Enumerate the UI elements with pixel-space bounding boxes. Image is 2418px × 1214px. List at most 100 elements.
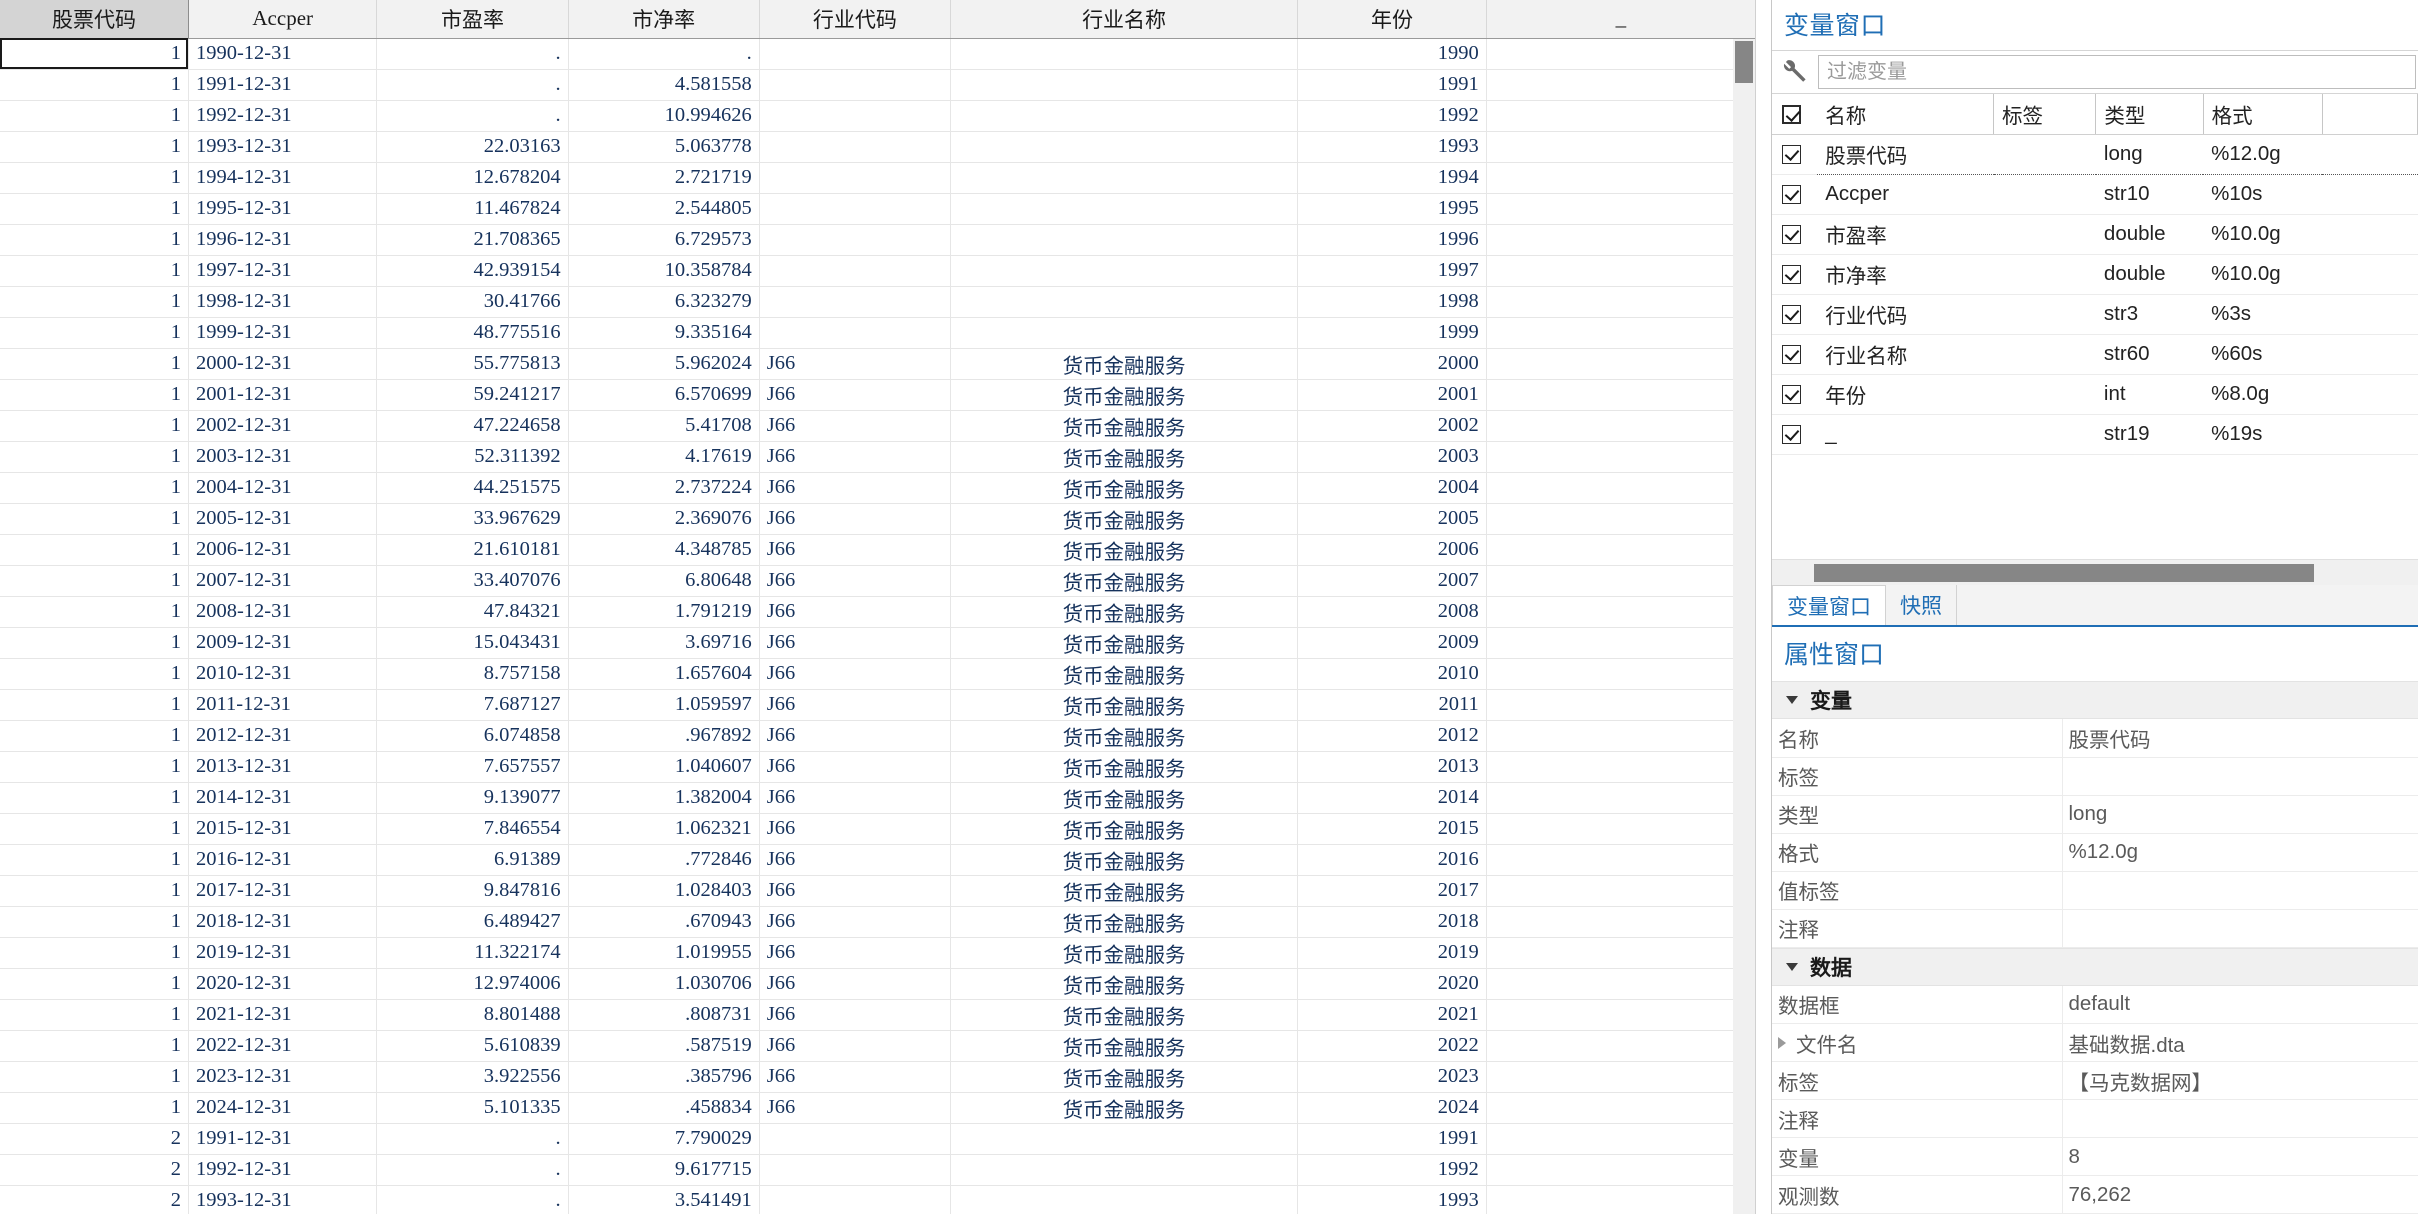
table-row[interactable]: 1 1996-12-31 21.708365 6.729573 1996 (0, 224, 1757, 256)
cell-accper[interactable]: 2005-12-31 (188, 503, 378, 535)
cell-pb-ratio[interactable]: 2.369076 (568, 503, 760, 535)
chevron-right-icon[interactable] (1778, 1036, 1786, 1049)
cell-industry-name[interactable]: 货币金融服务 (950, 534, 1299, 566)
cell-accper[interactable]: 2008-12-31 (188, 596, 378, 628)
cell-industry-code[interactable] (759, 255, 951, 287)
cell-stock-code[interactable]: 1 (0, 627, 189, 659)
cell-year[interactable]: 2001 (1297, 379, 1487, 411)
cell-industry-code[interactable]: J66 (759, 875, 951, 907)
cell-year[interactable]: 2006 (1297, 534, 1487, 566)
cell-industry-name[interactable]: 货币金融服务 (950, 999, 1299, 1031)
cell-pe-ratio[interactable]: 8.757158 (376, 658, 569, 690)
cell-year[interactable]: 1993 (1297, 131, 1487, 163)
variable-name[interactable]: 市盈率 (1817, 214, 1994, 255)
checkbox-icon[interactable] (1782, 185, 1801, 205)
cell-industry-name[interactable] (950, 38, 1299, 70)
cell-industry-code[interactable]: J66 (759, 906, 951, 938)
cell-accper[interactable]: 1997-12-31 (188, 255, 378, 287)
cell-pe-ratio[interactable]: 11.467824 (376, 193, 569, 225)
property-row[interactable]: 标签 (1772, 757, 2418, 796)
cell-blank[interactable] (1486, 1154, 1757, 1186)
cell-year[interactable]: 2012 (1297, 720, 1487, 752)
variable-checkbox-cell[interactable] (1772, 294, 1818, 335)
variable-format[interactable]: %60s (2203, 334, 2323, 375)
cell-blank[interactable] (1486, 565, 1757, 597)
cell-pb-ratio[interactable]: . (568, 38, 760, 70)
cell-accper[interactable]: 1992-12-31 (188, 1154, 378, 1186)
cell-pe-ratio[interactable]: 8.801488 (376, 999, 569, 1031)
cell-accper[interactable]: 1991-12-31 (188, 69, 378, 101)
cell-pe-ratio[interactable]: . (376, 100, 569, 132)
cell-accper[interactable]: 2004-12-31 (188, 472, 378, 504)
cell-industry-code[interactable] (759, 162, 951, 194)
table-row[interactable]: 1 2022-12-31 5.610839.587519 J66 货币金融服务 2022 (0, 1030, 1757, 1062)
variable-checkbox-cell[interactable] (1772, 254, 1818, 295)
cell-year[interactable]: 2003 (1297, 441, 1487, 473)
cell-industry-name[interactable] (950, 1154, 1299, 1186)
cell-blank[interactable] (1486, 379, 1757, 411)
checkbox-icon[interactable] (1782, 425, 1801, 445)
cell-year[interactable]: 2008 (1297, 596, 1487, 628)
scrollbar-thumb[interactable] (1735, 41, 1753, 83)
property-row[interactable]: 观测数 76,262 (1772, 1175, 2418, 1214)
table-row[interactable]: 1 2009-12-31 15.043431 3.69716 J66 货币金融服务 2009 (0, 627, 1757, 659)
cell-industry-code[interactable] (759, 100, 951, 132)
cell-industry-name[interactable]: 货币金融服务 (950, 627, 1299, 659)
table-row[interactable]: 1 2017-12-31 9.847816 1.028403 J66 货币金融服务 2017 (0, 875, 1757, 907)
cell-pe-ratio[interactable]: 21.610181 (376, 534, 569, 566)
table-row[interactable]: 1 2000-12-31 55.775813 5.962024 J66 货币金融服务 200… (0, 348, 1757, 380)
table-row[interactable]: 1 2019-12-31 11.322174 1.019955 J66 货币金融服务 201… (0, 937, 1757, 969)
table-row[interactable]: 1 2012-12-31 6.074858.967892 J66 货币金融服务 2012 (0, 720, 1757, 752)
variable-name[interactable]: 年份 (1817, 374, 1994, 415)
cell-pe-ratio[interactable]: 33.407076 (376, 565, 569, 597)
cell-industry-code[interactable] (759, 1185, 951, 1214)
cell-industry-code[interactable]: J66 (759, 441, 951, 473)
cell-industry-name[interactable]: 货币金融服务 (950, 906, 1299, 938)
variable-type[interactable]: str60 (2095, 334, 2204, 375)
variable-label[interactable] (1993, 133, 2096, 175)
varcol-header-type[interactable]: 类型 (2095, 94, 2204, 135)
cell-blank[interactable] (1486, 224, 1757, 256)
cell-year[interactable]: 1992 (1297, 1154, 1487, 1186)
cell-year[interactable]: 2023 (1297, 1061, 1487, 1093)
cell-accper[interactable]: 2003-12-31 (188, 441, 378, 473)
table-row[interactable]: 1 1997-12-31 42.939154 10.358784 1997 (0, 255, 1757, 287)
cell-industry-name[interactable]: 货币金融服务 (950, 565, 1299, 597)
cell-blank[interactable] (1486, 503, 1757, 535)
cell-blank[interactable] (1486, 844, 1757, 876)
cell-stock-code[interactable]: 1 (0, 937, 189, 969)
checkbox-icon[interactable] (1782, 385, 1801, 405)
property-value[interactable]: 股票代码 (2061, 719, 2418, 758)
cell-industry-code[interactable]: J66 (759, 596, 951, 628)
cell-stock-code[interactable]: 1 (0, 906, 189, 938)
table-row[interactable]: 2 1992-12-31. 9.617715 1992 (0, 1154, 1757, 1186)
cell-year[interactable]: 2009 (1297, 627, 1487, 659)
cell-pb-ratio[interactable]: 1.059597 (568, 689, 760, 721)
cell-blank[interactable] (1486, 69, 1757, 101)
cell-year[interactable]: 2014 (1297, 782, 1487, 814)
cell-pb-ratio[interactable]: .458834 (568, 1092, 760, 1124)
variable-type[interactable]: double (2095, 214, 2204, 255)
table-row[interactable]: 1 2007-12-31 33.407076 6.80648 J66 货币金融服务 2007 (0, 565, 1757, 597)
cell-industry-code[interactable]: J66 (759, 1061, 951, 1093)
cell-industry-code[interactable] (759, 131, 951, 163)
cell-pe-ratio[interactable]: 5.101335 (376, 1092, 569, 1124)
cell-industry-name[interactable]: 货币金融服务 (950, 596, 1299, 628)
cell-blank[interactable] (1486, 472, 1757, 504)
cell-year[interactable]: 2018 (1297, 906, 1487, 938)
cell-stock-code[interactable]: 1 (0, 224, 189, 256)
cell-industry-name[interactable] (950, 317, 1299, 349)
varcol-header-name[interactable]: 名称 (1817, 94, 1995, 135)
cell-industry-name[interactable]: 货币金融服务 (950, 472, 1299, 504)
variable-name[interactable]: 行业名称 (1817, 334, 1994, 375)
table-row[interactable]: 1 2008-12-31 47.84321 1.791219 J66 货币金融服务 2008 (0, 596, 1757, 628)
cell-stock-code[interactable]: 1 (0, 162, 189, 194)
property-row[interactable]: 注释 (1772, 1099, 2418, 1138)
variable-format[interactable]: %8.0g (2203, 374, 2323, 415)
cell-pe-ratio[interactable]: 30.41766 (376, 286, 569, 318)
cell-industry-name[interactable]: 货币金融服务 (950, 1092, 1299, 1124)
cell-industry-code[interactable] (759, 38, 951, 70)
cell-year[interactable]: 2010 (1297, 658, 1487, 690)
cell-industry-name[interactable] (950, 100, 1299, 132)
cell-industry-name[interactable]: 货币金融服务 (950, 658, 1299, 690)
